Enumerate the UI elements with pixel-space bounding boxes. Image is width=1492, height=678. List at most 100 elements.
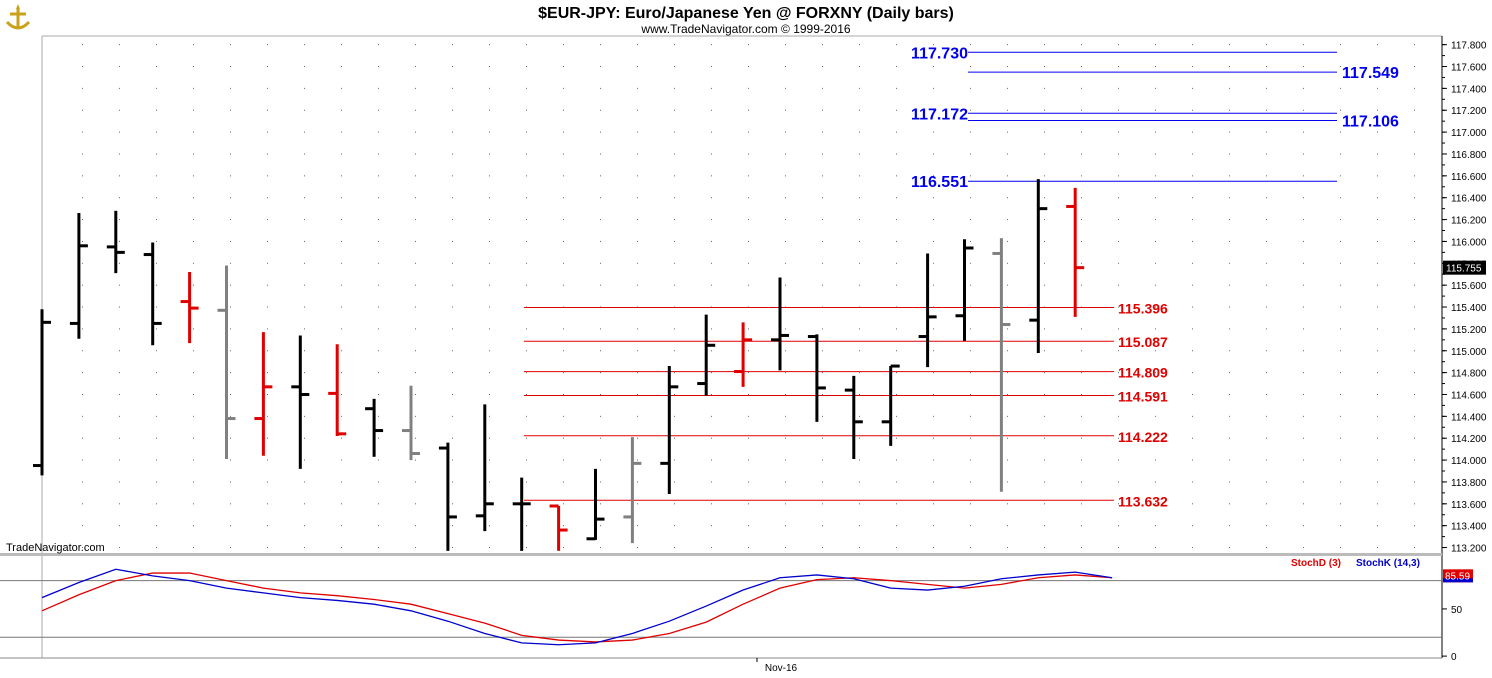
- grid-dot: [415, 415, 416, 417]
- grid-dot: [970, 284, 971, 286]
- level-label: 116.551: [911, 174, 968, 191]
- grid-dot: [637, 262, 638, 264]
- grid-dot: [415, 481, 416, 483]
- grid-dot: [748, 87, 749, 89]
- grid-dot: [859, 437, 860, 439]
- grid-dot: [267, 284, 268, 286]
- grid-dot: [1192, 66, 1193, 68]
- grid-dot: [1266, 481, 1267, 483]
- grid-dot: [526, 284, 527, 286]
- grid-dot: [267, 262, 268, 264]
- grid-dot: [711, 284, 712, 286]
- grid-dot: [1229, 503, 1230, 505]
- grid-dot: [1414, 240, 1415, 242]
- ohlc-bar: [475, 404, 494, 532]
- grid-dot: [859, 415, 860, 417]
- grid-dot: [1192, 131, 1193, 133]
- grid-dot: [1118, 437, 1119, 439]
- grid-dot: [1118, 87, 1119, 89]
- grid-dot: [859, 240, 860, 242]
- grid-dot: [1044, 525, 1045, 527]
- grid-dot: [1044, 131, 1045, 133]
- grid-dot: [1155, 328, 1156, 330]
- ohlc-bar: [106, 210, 125, 274]
- grid-dot: [1007, 503, 1008, 505]
- grid-dot: [378, 525, 379, 527]
- grid-dot: [1340, 372, 1341, 374]
- grid-dot: [304, 131, 305, 133]
- grid-dot: [1229, 350, 1230, 352]
- grid-dot: [674, 547, 675, 549]
- grid-dot: [896, 328, 897, 330]
- grid-dot: [267, 306, 268, 308]
- grid-dot: [1414, 131, 1415, 133]
- grid-dot: [748, 328, 749, 330]
- grid-dot: [230, 437, 231, 439]
- grid-dot: [1340, 219, 1341, 221]
- price-tick-label: 117.200: [1451, 106, 1487, 117]
- grid-dot: [1118, 153, 1119, 155]
- grid-dot: [748, 175, 749, 177]
- grid-dot: [1266, 240, 1267, 242]
- grid-dot: [1007, 393, 1008, 395]
- grid-dot: [119, 109, 120, 111]
- grid-dot: [674, 262, 675, 264]
- grid-dot: [1414, 44, 1415, 46]
- grid-dot: [1044, 437, 1045, 439]
- grid-dot: [970, 547, 971, 549]
- grid-dot: [119, 175, 120, 177]
- grid-dot: [230, 197, 231, 199]
- grid-dot: [1007, 262, 1008, 264]
- grid-dot: [378, 66, 379, 68]
- grid-dot: [341, 153, 342, 155]
- grid-dot: [933, 350, 934, 352]
- grid-dot: [1155, 66, 1156, 68]
- grid-dot: [341, 240, 342, 242]
- grid-dot: [1414, 547, 1415, 549]
- grid-dot: [1303, 372, 1304, 374]
- grid-dot: [1081, 175, 1082, 177]
- grid-dot: [563, 131, 564, 133]
- grid-dot: [193, 525, 194, 527]
- ohlc-bar: [328, 344, 347, 437]
- grid-dot: [896, 350, 897, 352]
- grid-dot: [415, 44, 416, 46]
- grid-dot: [748, 66, 749, 68]
- ohlc-bar: [807, 334, 826, 422]
- grid-dot: [1303, 240, 1304, 242]
- grid-dot: [711, 415, 712, 417]
- grid-dot: [896, 87, 897, 89]
- grid-dot: [785, 262, 786, 264]
- grid-dot: [82, 481, 83, 483]
- grid-dot: [1007, 240, 1008, 242]
- grid-dot: [230, 262, 231, 264]
- grid-dot: [489, 284, 490, 286]
- grid-dot: [1007, 350, 1008, 352]
- grid-dot: [1044, 87, 1045, 89]
- grid-dot: [489, 240, 490, 242]
- grid-dot: [341, 175, 342, 177]
- grid-dot: [859, 197, 860, 199]
- grid-dot: [711, 240, 712, 242]
- price-tick-label: 115.400: [1451, 303, 1487, 314]
- grid-dot: [156, 328, 157, 330]
- last-price-label: 115.755: [1446, 264, 1482, 275]
- grid-dot: [1266, 306, 1267, 308]
- grid-dot: [341, 481, 342, 483]
- grid-dot: [267, 44, 268, 46]
- grid-dot: [1414, 372, 1415, 374]
- grid-dot: [822, 459, 823, 461]
- grid-dot: [230, 372, 231, 374]
- grid-dot: [896, 66, 897, 68]
- grid-dot: [1340, 328, 1341, 330]
- grid-dot: [378, 240, 379, 242]
- grid-dot: [304, 459, 305, 461]
- grid-dot: [452, 306, 453, 308]
- grid-dot: [304, 503, 305, 505]
- grid-dot: [1377, 262, 1378, 264]
- grid-dot: [563, 219, 564, 221]
- grid-dot: [1340, 284, 1341, 286]
- grid-dot: [341, 437, 342, 439]
- grid-dot: [82, 262, 83, 264]
- grid-dot: [1007, 153, 1008, 155]
